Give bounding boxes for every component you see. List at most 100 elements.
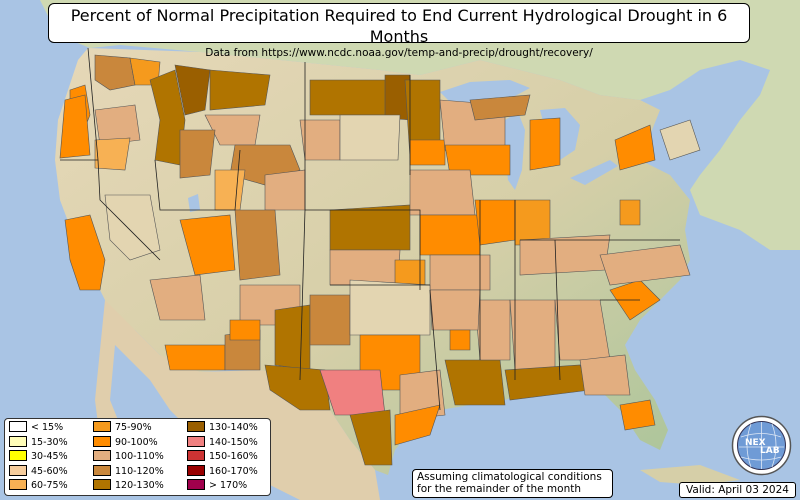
legend-item: 75-90% xyxy=(93,421,152,435)
region-mi-lower xyxy=(529,117,561,171)
region-tx-west xyxy=(264,364,331,411)
map-subtitle: Data from https://www.ncdc.noaa.gov/temp… xyxy=(205,47,593,59)
legend-swatch xyxy=(187,450,205,461)
legend-swatch xyxy=(9,435,27,447)
region-ar-east xyxy=(449,329,471,351)
legend-swatch xyxy=(187,464,205,476)
region-tx-panhandle xyxy=(309,294,351,346)
region-ga xyxy=(554,299,611,361)
region-kentucky xyxy=(519,234,611,276)
region-mn-south xyxy=(409,139,446,166)
mexico-land xyxy=(95,300,380,500)
legend-label: 100-110% xyxy=(115,451,164,462)
great-salt-lake xyxy=(188,194,200,212)
region-mt-central xyxy=(209,69,271,111)
legend-label: 110-120% xyxy=(115,465,164,477)
legend-swatch xyxy=(9,421,27,432)
region-nm-central xyxy=(274,304,311,371)
legend-swatch xyxy=(93,464,111,476)
legend-swatch xyxy=(9,479,27,490)
legend-swatch xyxy=(187,435,205,447)
region-wa-central xyxy=(94,54,136,91)
legend-label: > 170% xyxy=(209,480,248,491)
note-line-1: Assuming climatological conditions xyxy=(417,471,602,483)
region-or-coast xyxy=(59,94,91,159)
region-mt-west xyxy=(174,64,211,116)
region-wy-south xyxy=(264,169,306,211)
legend-item: 110-120% xyxy=(93,464,164,479)
region-ks xyxy=(329,249,401,286)
valid-date: Valid: April 03 2024 xyxy=(679,482,796,498)
region-co-west xyxy=(234,209,281,281)
region-sd-west xyxy=(299,119,341,161)
legend-item: 120-130% xyxy=(93,479,164,493)
region-tx-coast xyxy=(394,404,441,446)
region-mo-south xyxy=(429,254,491,291)
legend-item: 45-60% xyxy=(9,464,68,479)
logo-text-b: LAB xyxy=(760,446,780,456)
region-ms xyxy=(474,299,511,361)
region-az-west xyxy=(149,274,206,321)
legend-item: 130-140% xyxy=(187,421,258,435)
legend-item: 150-160% xyxy=(187,450,258,464)
legend-label: 160-170% xyxy=(209,465,258,477)
legend-item: 60-75% xyxy=(9,479,68,493)
cuba-land xyxy=(640,465,740,485)
region-sd-east xyxy=(339,114,401,161)
region-la xyxy=(444,359,506,406)
legend-item: 140-150% xyxy=(187,435,258,450)
nexlab-globe-logo: NEX LAB xyxy=(731,415,792,476)
region-in xyxy=(514,199,551,246)
legend-swatch xyxy=(187,479,205,490)
region-il xyxy=(474,199,516,246)
region-nm-west xyxy=(229,319,261,341)
legend-item: 160-170% xyxy=(187,464,258,479)
region-ny xyxy=(614,124,656,171)
legend-label: 60-75% xyxy=(31,480,68,491)
drought-regions xyxy=(59,54,701,466)
legend-swatch xyxy=(9,450,27,461)
legend: < 15% 15-30% 30-45% 45-60% 60-75% 75-90% 90-10… xyxy=(4,418,271,496)
legend-label: 130-140% xyxy=(209,422,258,433)
legend-item: 30-45% xyxy=(9,450,68,464)
legend-label: 15-30% xyxy=(31,436,68,448)
legend-label: 140-150% xyxy=(209,436,258,448)
region-fl-south xyxy=(619,399,656,431)
legend-swatch xyxy=(9,464,27,476)
region-nc xyxy=(599,244,691,286)
region-tx-south xyxy=(349,409,393,466)
legend-swatch xyxy=(93,435,111,447)
legend-item: 15-30% xyxy=(9,435,68,450)
region-pa-east xyxy=(619,199,641,226)
region-or-central xyxy=(94,104,141,146)
note-line-2: for the remainder of the month xyxy=(417,483,582,495)
legend-label: 90-100% xyxy=(115,436,158,448)
region-ok xyxy=(349,279,431,336)
region-wy-west xyxy=(214,169,246,211)
legend-swatch xyxy=(93,450,111,461)
legend-item: > 170% xyxy=(187,479,248,493)
logo-text-a: NEX xyxy=(745,438,766,448)
map-title: Percent of Normal Precipitation Required… xyxy=(70,6,728,46)
region-mo-north xyxy=(419,214,481,256)
legend-label: 150-160% xyxy=(209,451,258,462)
title-box: Percent of Normal Precipitation Required… xyxy=(48,3,750,59)
region-nv xyxy=(104,194,161,261)
legend-label: 120-130% xyxy=(115,480,164,491)
region-ne-coast xyxy=(659,119,701,161)
assumption-note: Assuming climatological conditions for t… xyxy=(412,469,613,498)
canada-land xyxy=(40,0,800,250)
lake-erie xyxy=(570,160,618,185)
state-borders xyxy=(60,47,680,411)
region-or-east xyxy=(94,137,131,171)
region-ia xyxy=(409,169,476,216)
region-ut-east xyxy=(179,214,236,276)
region-wi-south xyxy=(444,144,511,176)
region-al xyxy=(509,299,556,371)
region-ks-east xyxy=(394,259,426,286)
region-ne-central xyxy=(329,204,411,251)
legend-item: < 15% xyxy=(9,421,63,435)
lake-superior xyxy=(440,80,530,104)
legend-label: 75-90% xyxy=(115,422,152,433)
